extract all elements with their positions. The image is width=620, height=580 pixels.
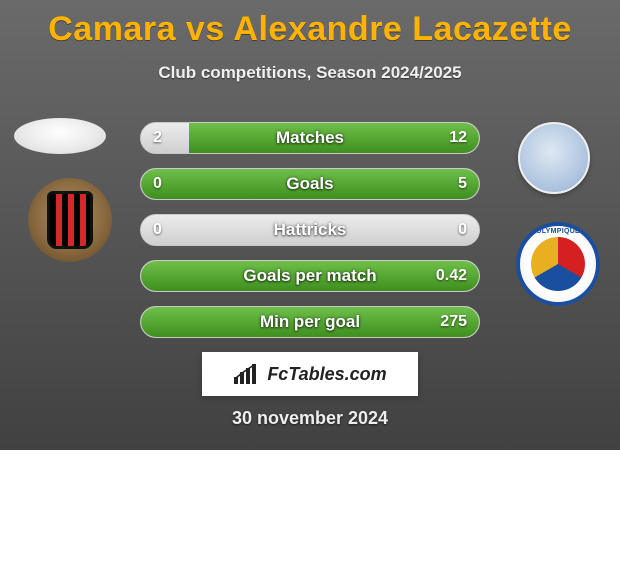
club-left-badge: [28, 178, 112, 262]
player-right-avatar: [518, 122, 590, 194]
comparison-card: Camara vs Alexandre Lacazette Club compe…: [0, 0, 620, 450]
stat-row: 275Min per goal: [140, 306, 480, 338]
stat-row: 0 0Hattricks: [140, 214, 480, 246]
stat-label: Hattricks: [141, 215, 479, 245]
subtitle: Club competitions, Season 2024/2025: [0, 63, 620, 83]
stat-row: 0.42Goals per match: [140, 260, 480, 292]
date-label: 30 november 2024: [0, 408, 620, 429]
stat-value-right: 0: [446, 215, 479, 245]
player-left-avatar: [14, 118, 106, 154]
stat-row: 212Matches: [140, 122, 480, 154]
stat-value-left: 2: [141, 123, 174, 153]
stats-list: 212Matches 05Goals 0 0Hattricks 0.42Goals pe…: [140, 122, 480, 352]
stat-row: 05Goals: [140, 168, 480, 200]
brand-bars-icon: [233, 363, 261, 385]
stat-value-left: 0: [141, 215, 174, 245]
club-right-badge: OLYMPIQUE: [516, 222, 600, 306]
page-title: Camara vs Alexandre Lacazette: [0, 0, 620, 49]
club-right-text: OLYMPIQUE: [536, 228, 580, 235]
brand-label: FcTables.com: [267, 364, 386, 385]
brand-box[interactable]: FcTables.com: [202, 352, 418, 396]
